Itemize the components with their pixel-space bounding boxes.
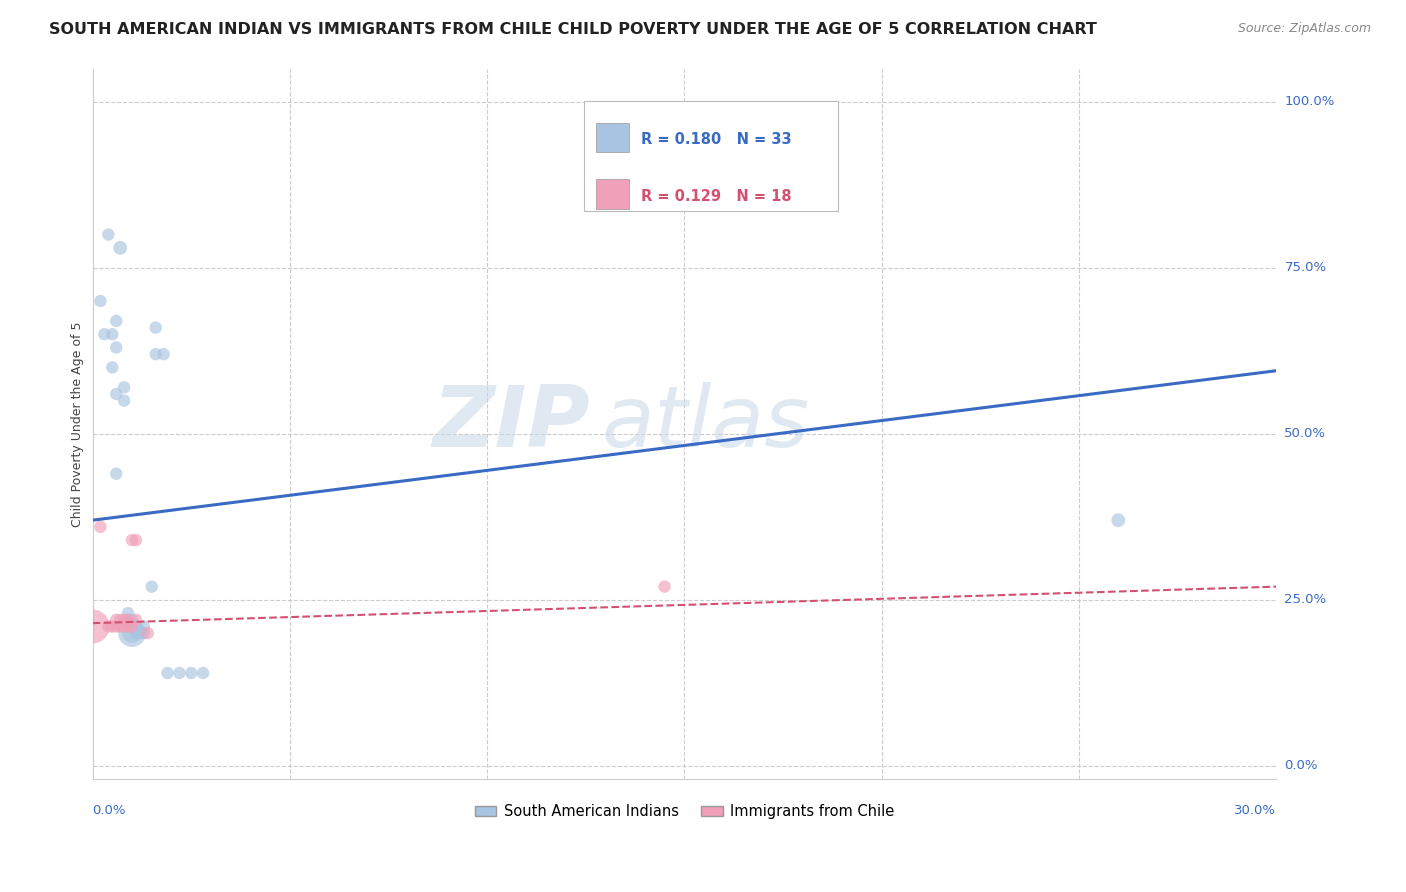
Legend: South American Indians, Immigrants from Chile: South American Indians, Immigrants from … — [468, 798, 900, 825]
Point — [105, 467, 128, 481]
Point — [105, 613, 128, 627]
Text: R = 0.129   N = 18: R = 0.129 N = 18 — [641, 189, 792, 204]
Point — [108, 619, 131, 633]
Text: ZIP: ZIP — [432, 383, 589, 466]
Text: 75.0%: 75.0% — [1285, 261, 1326, 275]
Point — [101, 327, 124, 342]
Point — [125, 619, 148, 633]
Y-axis label: Child Poverty Under the Age of 5: Child Poverty Under the Age of 5 — [72, 321, 84, 526]
Point — [121, 533, 143, 548]
FancyBboxPatch shape — [596, 179, 628, 210]
Point — [156, 665, 179, 680]
Point — [101, 360, 124, 375]
Point — [117, 619, 139, 633]
Point — [112, 380, 135, 394]
FancyBboxPatch shape — [583, 101, 838, 211]
Point — [112, 619, 135, 633]
Point — [108, 613, 131, 627]
Point — [89, 520, 111, 534]
Point — [132, 626, 155, 640]
Text: atlas: atlas — [602, 383, 810, 466]
Text: 100.0%: 100.0% — [1285, 95, 1334, 108]
FancyBboxPatch shape — [596, 122, 628, 153]
Point — [145, 347, 167, 361]
Point — [105, 341, 128, 355]
Point — [132, 619, 155, 633]
Text: Source: ZipAtlas.com: Source: ZipAtlas.com — [1237, 22, 1371, 36]
Point — [125, 533, 148, 548]
Point — [141, 580, 163, 594]
Point — [125, 619, 148, 633]
Point — [125, 626, 148, 640]
Point — [191, 665, 214, 680]
Point — [112, 613, 135, 627]
Point — [169, 665, 191, 680]
Point — [117, 606, 139, 620]
Point — [97, 619, 120, 633]
Point — [121, 626, 143, 640]
Point — [101, 619, 124, 633]
Point — [105, 387, 128, 401]
Point — [121, 626, 143, 640]
Text: R = 0.180   N = 33: R = 0.180 N = 33 — [641, 132, 792, 147]
Point — [105, 314, 128, 328]
Point — [82, 619, 104, 633]
Point — [136, 626, 159, 640]
Text: 50.0%: 50.0% — [1285, 427, 1326, 441]
Point — [654, 580, 676, 594]
Point — [93, 327, 115, 342]
Text: 0.0%: 0.0% — [93, 805, 127, 817]
Text: 0.0%: 0.0% — [1285, 759, 1317, 772]
Point — [1107, 513, 1129, 527]
Text: SOUTH AMERICAN INDIAN VS IMMIGRANTS FROM CHILE CHILD POVERTY UNDER THE AGE OF 5 : SOUTH AMERICAN INDIAN VS IMMIGRANTS FROM… — [49, 22, 1097, 37]
Text: 30.0%: 30.0% — [1234, 805, 1277, 817]
Point — [121, 619, 143, 633]
Point — [105, 619, 128, 633]
Point — [129, 626, 152, 640]
Point — [117, 613, 139, 627]
Point — [121, 619, 143, 633]
Point — [145, 320, 167, 334]
Point — [108, 241, 131, 255]
Point — [112, 393, 135, 408]
Point — [121, 613, 143, 627]
Point — [152, 347, 174, 361]
Point — [89, 293, 111, 308]
Text: 25.0%: 25.0% — [1285, 593, 1326, 607]
Point — [180, 665, 202, 680]
Point — [117, 613, 139, 627]
Point — [125, 613, 148, 627]
Point — [97, 227, 120, 242]
